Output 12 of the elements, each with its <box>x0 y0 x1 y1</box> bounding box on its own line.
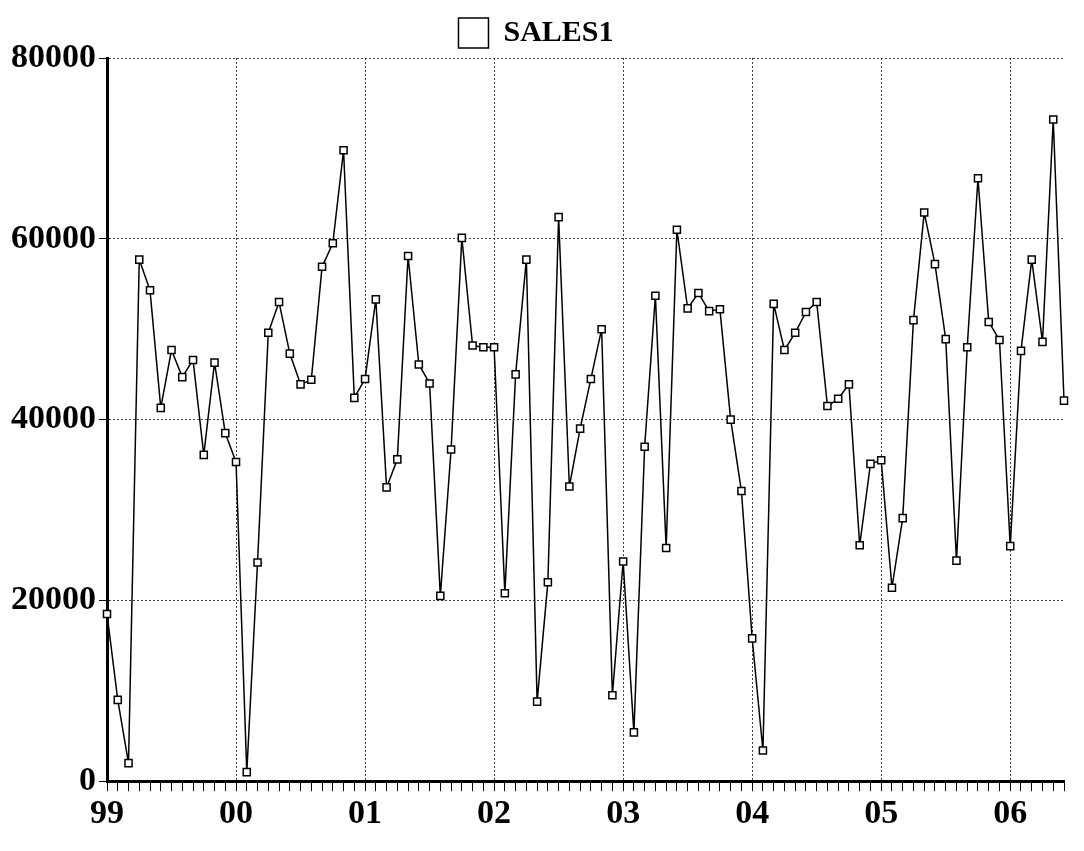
legend-label: SALES1 <box>503 13 614 47</box>
x-tick-label: 00 <box>219 793 254 831</box>
x-tick-label: 02 <box>477 793 512 831</box>
x-tick-label: 04 <box>735 793 770 831</box>
y-tick-label: 20000 <box>11 579 96 617</box>
x-tick-label: 03 <box>606 793 641 831</box>
y-tick-label: 40000 <box>11 398 96 436</box>
x-tick-label: 06 <box>993 793 1028 831</box>
x-tick-label: 05 <box>864 793 899 831</box>
x-tick-label: 01 <box>348 793 383 831</box>
y-tick-label: 60000 <box>11 217 96 255</box>
y-tick-label: 80000 <box>11 36 96 74</box>
